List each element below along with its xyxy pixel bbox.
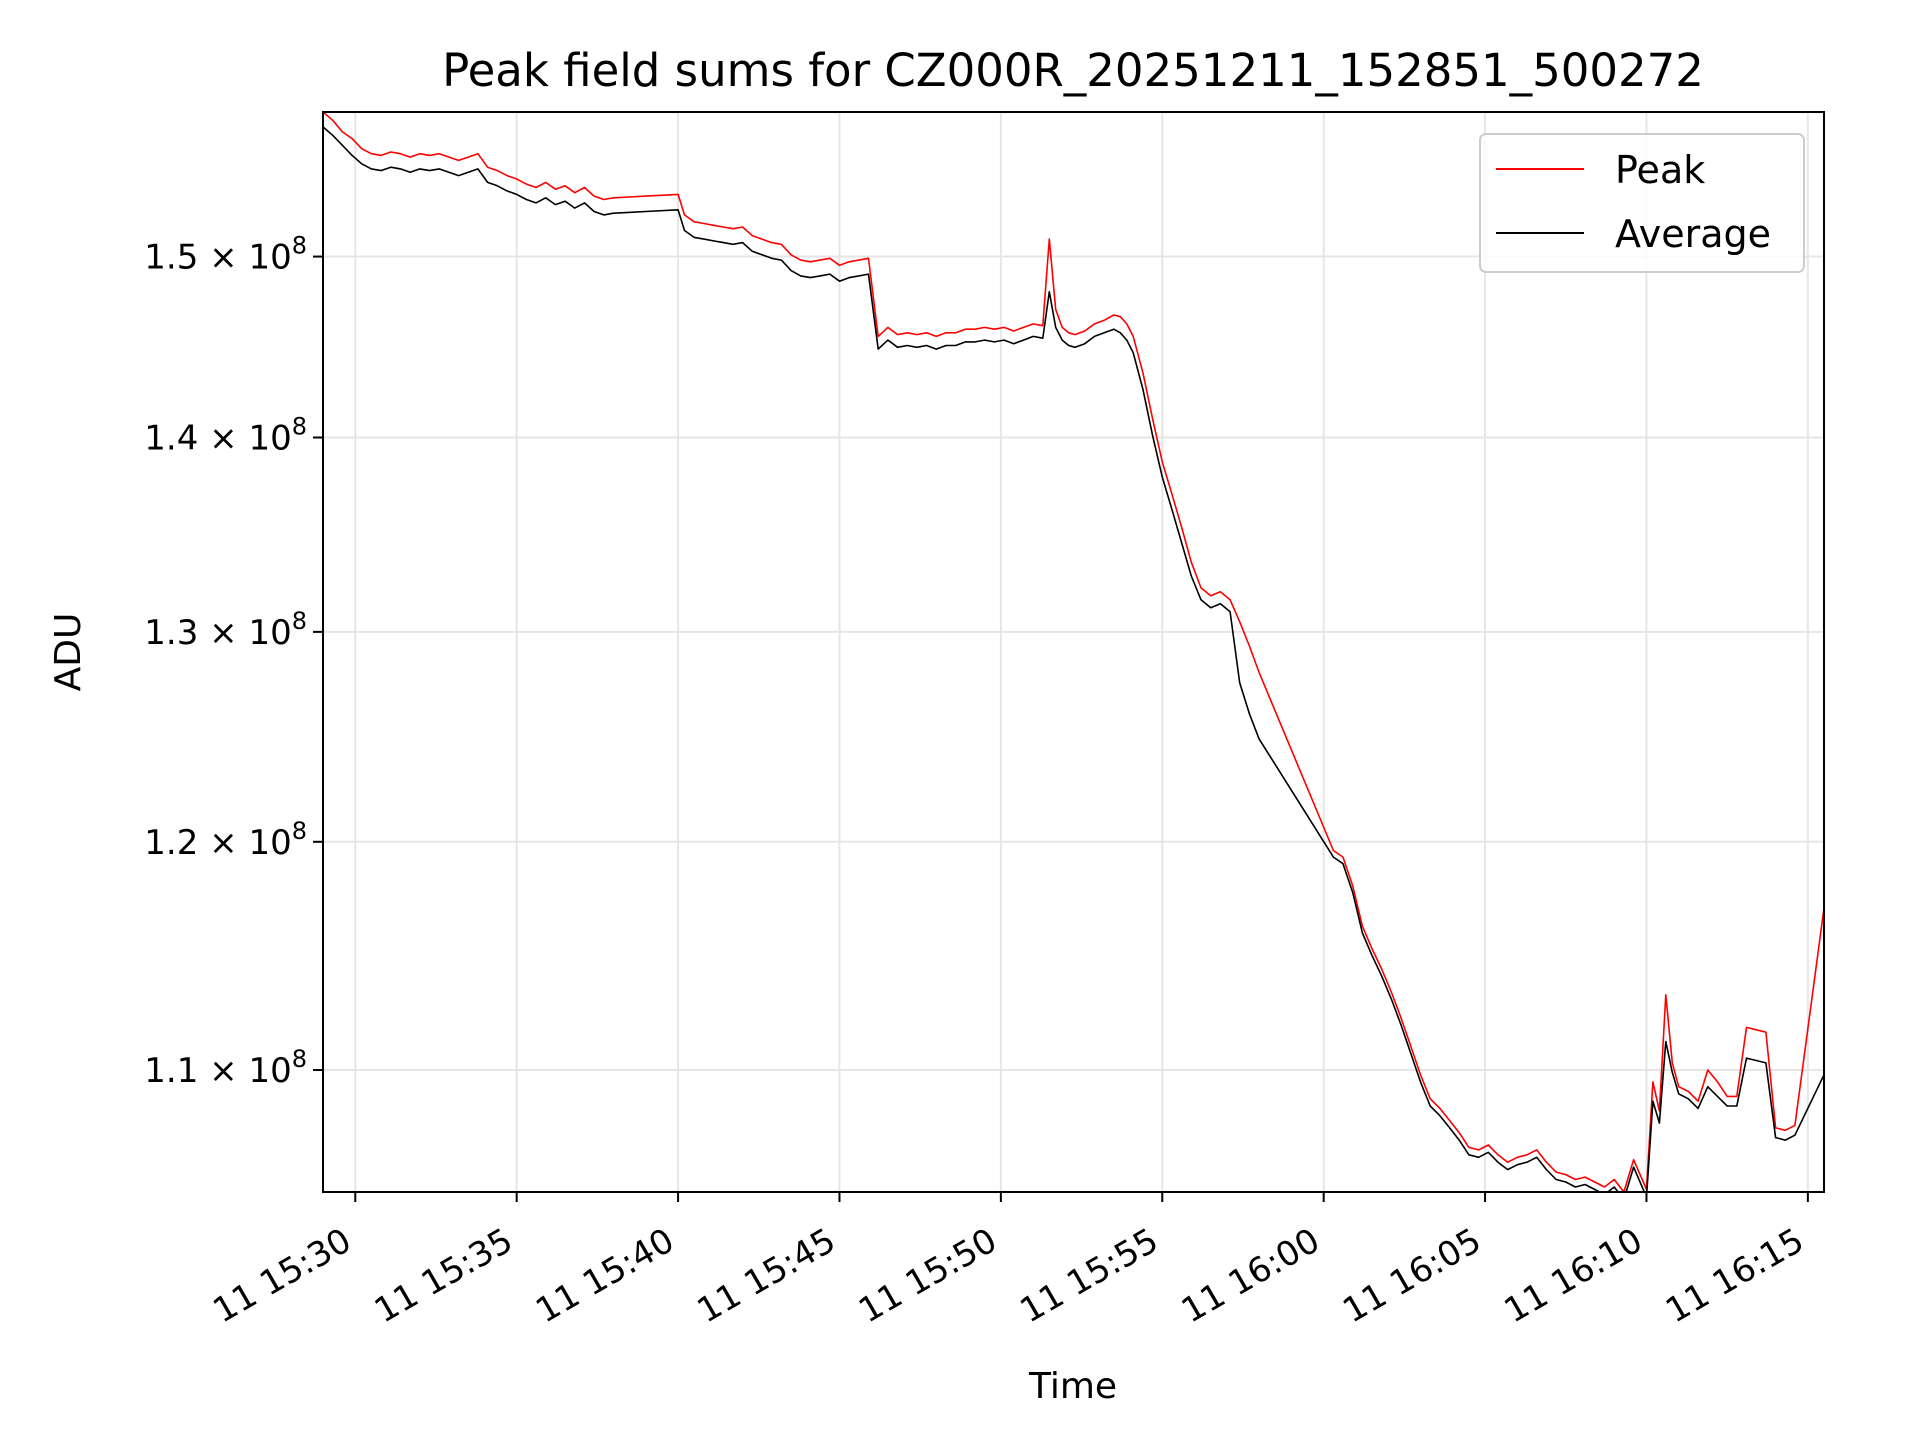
legend-label-average: Average	[1615, 212, 1771, 256]
legend-label-peak: Peak	[1615, 148, 1705, 192]
y-tick-label-2: 1.3 × 108	[144, 607, 307, 653]
x-axis-label: Time	[1028, 1366, 1117, 1407]
grid-lines	[323, 112, 1824, 1192]
y-tick-label-0: 1.1 × 108	[144, 1045, 307, 1091]
plot-series	[323, 112, 1824, 1192]
plot-frame	[322, 111, 1825, 1193]
y-tick-label-4: 1.5 × 108	[144, 232, 307, 278]
chart-title: Peak field sums for CZ000R_20251211_1528…	[442, 44, 1704, 97]
legend: Peak Average	[1479, 133, 1805, 273]
y-tick-label-3: 1.4 × 108	[144, 413, 307, 459]
series-line-average	[323, 126, 1824, 1192]
y-axis-label: ADU	[48, 613, 89, 692]
y-tick-label-1: 1.2 × 108	[144, 817, 307, 863]
y-axis-ticks: 1.1 × 108 1.2 × 108 1.3 × 108 1.4 × 108 1.5 …	[144, 232, 323, 1091]
series-line-peak	[323, 112, 1824, 1192]
